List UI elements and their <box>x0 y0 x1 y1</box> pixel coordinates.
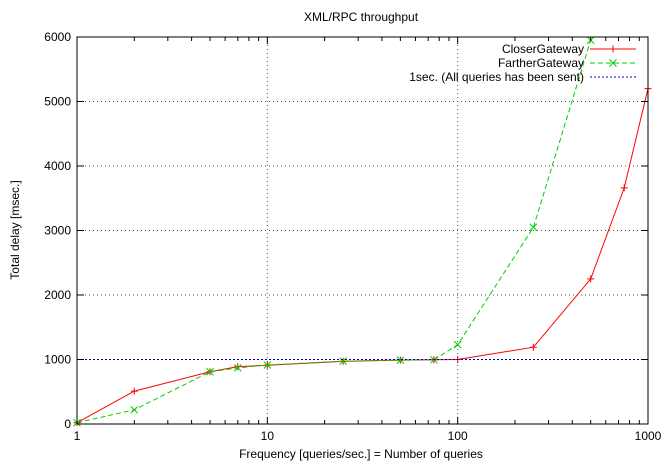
data-point <box>130 405 139 414</box>
x-tick-label: 10 <box>261 429 275 443</box>
x-tick-label: 1 <box>74 429 81 443</box>
data-point <box>206 367 214 376</box>
y-tick-label: 1000 <box>44 353 71 367</box>
data-point <box>234 363 242 371</box>
data-point <box>233 364 242 372</box>
y-tick-label: 4000 <box>44 159 71 173</box>
series-layer <box>73 36 652 427</box>
legend-label: CloserGateway <box>502 42 584 56</box>
y-tick-label: 0 <box>64 417 71 431</box>
y-tick-label: 3000 <box>44 224 71 238</box>
y-tick-label: 2000 <box>44 288 71 302</box>
data-point <box>453 340 462 349</box>
chart-title: XML/RPC throughput <box>304 10 419 24</box>
legend-marker <box>609 45 617 53</box>
grid <box>77 37 648 424</box>
x-tick-label: 1000 <box>635 429 662 443</box>
y-tick-label: 6000 <box>44 30 71 44</box>
data-point <box>263 361 272 369</box>
axes: 1 10 100 1000 0 1000 2000 3000 4000 5000 6000 <box>44 30 661 443</box>
x-tick-label: 100 <box>448 429 468 443</box>
data-point <box>339 357 347 365</box>
y-axis-label: Total delay [msec.] <box>8 180 22 279</box>
x-axis-label: Frequency [queries/sec.] = Number of que… <box>239 447 483 461</box>
data-point <box>620 184 628 192</box>
legend-marker <box>609 59 617 67</box>
legend-label: FartherGateway <box>498 56 584 70</box>
data-point <box>130 387 138 395</box>
data-point <box>396 356 405 364</box>
data-point <box>529 343 537 351</box>
legend-label: 1sec. (All queries has been sent) <box>409 70 584 84</box>
data-point <box>587 275 595 283</box>
y-tick-label: 5000 <box>44 95 71 109</box>
series-line <box>76 40 592 424</box>
data-point <box>529 223 538 232</box>
